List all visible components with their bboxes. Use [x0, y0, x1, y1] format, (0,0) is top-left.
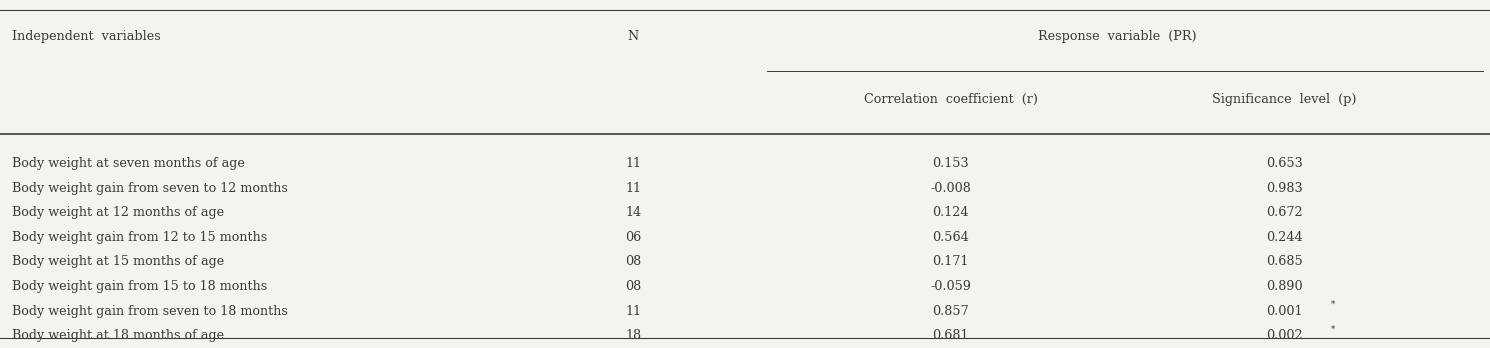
- Text: 0.124: 0.124: [933, 206, 968, 219]
- Text: Body weight at seven months of age: Body weight at seven months of age: [12, 157, 244, 170]
- Text: 0.171: 0.171: [933, 255, 968, 268]
- Text: Body weight gain from 15 to 18 months: Body weight gain from 15 to 18 months: [12, 280, 267, 293]
- Text: *: *: [1331, 300, 1335, 309]
- Text: 0.672: 0.672: [1266, 206, 1302, 219]
- Text: -0.008: -0.008: [930, 182, 971, 195]
- Text: 11: 11: [626, 157, 641, 170]
- Text: 11: 11: [626, 304, 641, 318]
- Text: Body weight gain from seven to 18 months: Body weight gain from seven to 18 months: [12, 304, 288, 318]
- Text: Body weight gain from 12 to 15 months: Body weight gain from 12 to 15 months: [12, 231, 267, 244]
- Text: Response  variable  (PR): Response variable (PR): [1039, 30, 1196, 43]
- Text: Body weight at 12 months of age: Body weight at 12 months of age: [12, 206, 223, 219]
- Text: Body weight gain from seven to 12 months: Body weight gain from seven to 12 months: [12, 182, 288, 195]
- Text: 0.890: 0.890: [1266, 280, 1302, 293]
- Text: 0.983: 0.983: [1266, 182, 1302, 195]
- Text: 08: 08: [626, 255, 641, 268]
- Text: Body weight at 15 months of age: Body weight at 15 months of age: [12, 255, 223, 268]
- Text: 0.244: 0.244: [1266, 231, 1302, 244]
- Text: Independent  variables: Independent variables: [12, 30, 161, 43]
- Text: -0.059: -0.059: [930, 280, 971, 293]
- Text: Correlation  coefficient  (r): Correlation coefficient (r): [864, 93, 1037, 106]
- Text: 0.153: 0.153: [933, 157, 968, 170]
- Text: Body weight at 18 months of age: Body weight at 18 months of age: [12, 329, 223, 342]
- Text: 0.685: 0.685: [1266, 255, 1302, 268]
- Text: 0.001: 0.001: [1266, 304, 1302, 318]
- Text: 11: 11: [626, 182, 641, 195]
- Text: 0.564: 0.564: [933, 231, 968, 244]
- Text: 06: 06: [626, 231, 641, 244]
- Text: 08: 08: [626, 280, 641, 293]
- Text: 18: 18: [626, 329, 641, 342]
- Text: 0.681: 0.681: [933, 329, 968, 342]
- Text: N: N: [627, 30, 639, 43]
- Text: 0.653: 0.653: [1266, 157, 1302, 170]
- Text: 0.857: 0.857: [933, 304, 968, 318]
- Text: Significance  level  (p): Significance level (p): [1213, 93, 1356, 106]
- Text: *: *: [1331, 324, 1335, 333]
- Text: 14: 14: [626, 206, 641, 219]
- Text: 0.002: 0.002: [1266, 329, 1302, 342]
